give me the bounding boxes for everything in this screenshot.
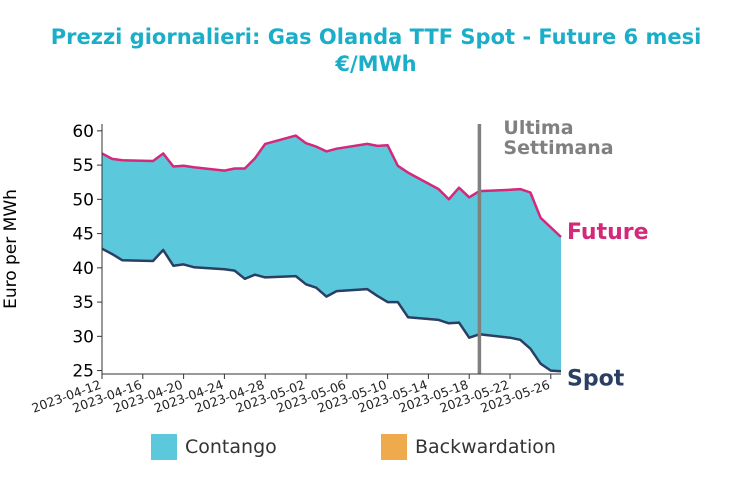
- y-axis-label: Euro per MWh: [1, 189, 21, 309]
- legend-item-contango: Contango: [151, 434, 277, 460]
- legend-swatch-contango: [151, 434, 177, 460]
- spot-line: [101, 247, 562, 373]
- area-layer: [102, 135, 561, 372]
- y-tick-label-30: 30: [72, 327, 94, 347]
- y-tick-label-25: 25: [72, 362, 94, 382]
- lines-layer: [101, 124, 562, 374]
- contango-area: [102, 135, 561, 372]
- chart-title: Prezzi giornalieri: Gas Olanda TTF Spot …: [50, 25, 702, 49]
- spot-label: Spot: [567, 366, 625, 391]
- annotation-line-1: Settimana: [503, 137, 613, 159]
- y-tick-label-60: 60: [72, 122, 94, 142]
- y-tick-label-35: 35: [72, 293, 94, 313]
- y-tick-label-55: 55: [72, 156, 94, 176]
- legend-label-contango: Contango: [185, 436, 277, 458]
- chart-subtitle: €/MWh: [335, 52, 417, 76]
- y-tick-label-40: 40: [72, 259, 94, 279]
- legend-swatch-backwardation: [381, 434, 407, 460]
- legend-item-backwardation: Backwardation: [381, 434, 556, 460]
- annotation-line-0: Ultima: [503, 117, 573, 139]
- legend-label-backwardation: Backwardation: [415, 436, 556, 458]
- future-label: Future: [567, 220, 649, 245]
- y-tick-label-50: 50: [72, 190, 94, 210]
- future-line: [101, 134, 562, 238]
- y-tick-label-45: 45: [72, 225, 94, 245]
